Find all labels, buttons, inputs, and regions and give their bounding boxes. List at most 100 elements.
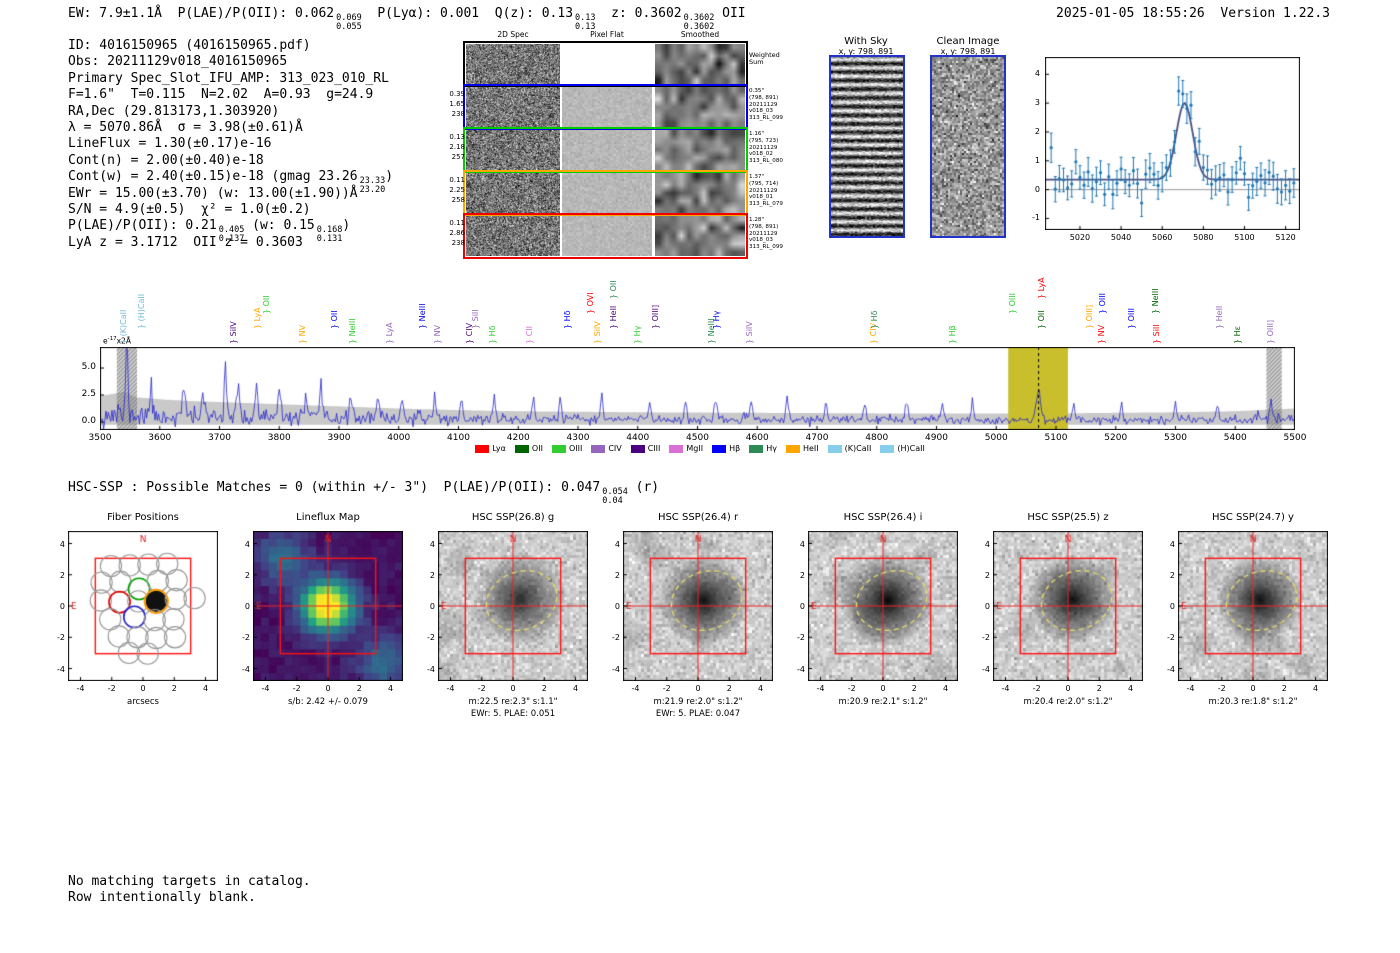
x-tick-label: 2	[171, 684, 177, 693]
panel-caption: m:22.5 re:2.3" s:1.1"	[468, 697, 558, 707]
x-tick-label: 4700	[805, 433, 829, 443]
emission-line-label: } Hε	[1233, 326, 1243, 344]
legend-swatch	[514, 444, 529, 453]
info-line: P(LAE)/P(OII): 0.21 0.405 0.137 (w: 0.15 0.…	[68, 218, 393, 243]
y-tick-label: -2	[57, 633, 65, 643]
col-header-2d-spec: 2D Spec	[497, 30, 529, 39]
emission-line-label: } Hγ	[632, 325, 642, 344]
y-tick-label: 0	[1169, 602, 1175, 611]
emission-line-label: } OIII	[1127, 307, 1137, 329]
text-segment: LineFlux = 1.30(±0.17)e-16	[68, 136, 272, 152]
stat-value: 0.11	[449, 219, 465, 227]
y-tick-label: 0	[799, 602, 805, 611]
emission-line-label: } NeIII	[418, 303, 428, 329]
stacked-fraction: 0.13 0.13	[575, 14, 595, 31]
x-tick-label: 2	[1281, 684, 1287, 693]
meta-value: (798, 891)	[749, 223, 779, 230]
text-segment: λ = 5070.86Å σ = 3.98(±0.61)Å	[68, 119, 303, 135]
x-tick-label: 4	[757, 684, 764, 693]
y-tick-label: 4	[59, 539, 65, 549]
stat-value: 2.18	[449, 143, 465, 151]
fraction-upper: 0.069	[336, 13, 362, 23]
info-line: Cont(w) = 2.40(±0.15)e-18 (gmag 23.26 23.…	[68, 169, 393, 194]
x-tick-label: 0	[1065, 684, 1071, 693]
stacked-fraction: 0.054 0.04	[602, 488, 628, 505]
emission-line-label: } OIII]	[1265, 319, 1275, 344]
x-tick-label: 0	[695, 684, 701, 693]
y-tick-label: 2	[1034, 126, 1040, 136]
y-tick-label: 4	[1169, 539, 1175, 549]
emission-line-label: } NeIII	[347, 318, 357, 344]
x-tick-label: -2	[107, 684, 116, 693]
x-tick-label: 5500	[1283, 433, 1307, 443]
legend-item: Hγ	[749, 444, 777, 453]
hsc-cutout-3	[993, 531, 1143, 681]
y-tick-label: 3	[1034, 98, 1040, 108]
x-tick-label: 5100	[1044, 433, 1068, 443]
panel-caption: m:20.4 re:2.0" s:1.2"	[1023, 697, 1113, 707]
x-tick-label: 4	[202, 684, 209, 693]
emission-line-label: } OIII	[1007, 292, 1017, 314]
x-tick-label: 5020	[1069, 233, 1091, 242]
x-tick-label: 4	[942, 684, 949, 693]
legend-item: OII	[514, 444, 543, 453]
info-line: S/N = 4.9(±0.5) χ² = 1.0(±0.2)	[68, 202, 393, 218]
x-tick-label: 3700	[208, 433, 231, 443]
text-segment: OII	[714, 6, 746, 21]
x-tick-label: 5040	[1110, 233, 1132, 242]
x-tick-label: 0	[325, 684, 331, 693]
legend-item: OIII	[551, 444, 582, 453]
x-tick-label: 3900	[327, 433, 351, 443]
y-tick-label: -4	[1167, 664, 1175, 674]
x-tick-label: -4	[1001, 684, 1010, 693]
x-tick-label: 0	[140, 684, 146, 693]
emission-line-label: } NV	[297, 324, 307, 344]
fraction-lower: 0.137	[218, 233, 245, 244]
panel-title: Lineflux Map	[296, 512, 360, 523]
emission-line-label: } LyA	[1036, 277, 1046, 299]
smoothed-cell	[655, 44, 745, 84]
info-line: Cont(n) = 2.00(±0.40)e-18	[68, 153, 393, 169]
x-tick-label: -2	[847, 684, 856, 693]
y-tick-label: 2	[1169, 570, 1175, 580]
emission-line-label: } Hδ	[869, 310, 879, 329]
text-segment: RA,Dec (29.813173,1.303920)	[68, 103, 280, 119]
panel-title: HSC SSP(26.4) i	[843, 512, 923, 523]
x-tick-label: 0	[1250, 684, 1256, 693]
clean-image-coords: x, y: 798, 891	[940, 47, 996, 56]
fraction-upper: 0.405	[218, 225, 245, 236]
x-tick-label: -4	[76, 684, 85, 693]
meta-value: 20211129	[749, 230, 778, 237]
cutout-row-stats: 0.11 2.86 238	[439, 218, 465, 248]
info-line: λ = 5070.86Å σ = 3.98(±0.61)Å	[68, 120, 393, 136]
legend-label: HeII	[802, 444, 819, 453]
lineflux-map-plot	[253, 531, 403, 681]
y-tick-label: -4	[57, 664, 65, 674]
meta-value: 313_RL_099	[749, 115, 783, 122]
legend-swatch	[551, 444, 566, 453]
report-timestamp: 2025-01-05 18:55:26	[1056, 6, 1205, 21]
y-tick-label: 2	[59, 570, 65, 580]
x-tick-label: 4	[572, 684, 579, 693]
header-summary: EW: 7.9±1.1Å P(LAE)/P(OII): 0.062 0.069 0.…	[68, 6, 746, 31]
hsc-cutout-2	[808, 531, 958, 681]
legend-label: OII	[531, 444, 543, 453]
panel-caption: EWr: 5. PLAE: 0.047	[655, 709, 741, 719]
spec2d-cell	[466, 44, 560, 84]
y-tick-label: -2	[797, 633, 805, 643]
y-tick-label: 0	[1034, 184, 1040, 194]
emission-line-label: } CII	[524, 326, 534, 344]
x-tick-label: 4	[1127, 684, 1134, 693]
meta-value: 1.16"	[749, 131, 765, 137]
ylabel-exp: -17	[107, 336, 117, 342]
footer-line-2: Row intentionally blank.	[68, 890, 256, 905]
x-tick-label: 0	[510, 684, 516, 693]
stat-value: 2.86	[449, 229, 465, 237]
stat-value: 258	[451, 196, 465, 204]
meta-value: (798, 891)	[749, 94, 779, 101]
meta-value: 20211129	[749, 101, 778, 108]
info-line: Obs: 20211129v018_4016150965	[68, 54, 393, 70]
y-tick-label: -2	[1167, 633, 1175, 643]
x-tick-label: -4	[261, 684, 270, 693]
emission-line-label: } OII	[1036, 310, 1046, 329]
